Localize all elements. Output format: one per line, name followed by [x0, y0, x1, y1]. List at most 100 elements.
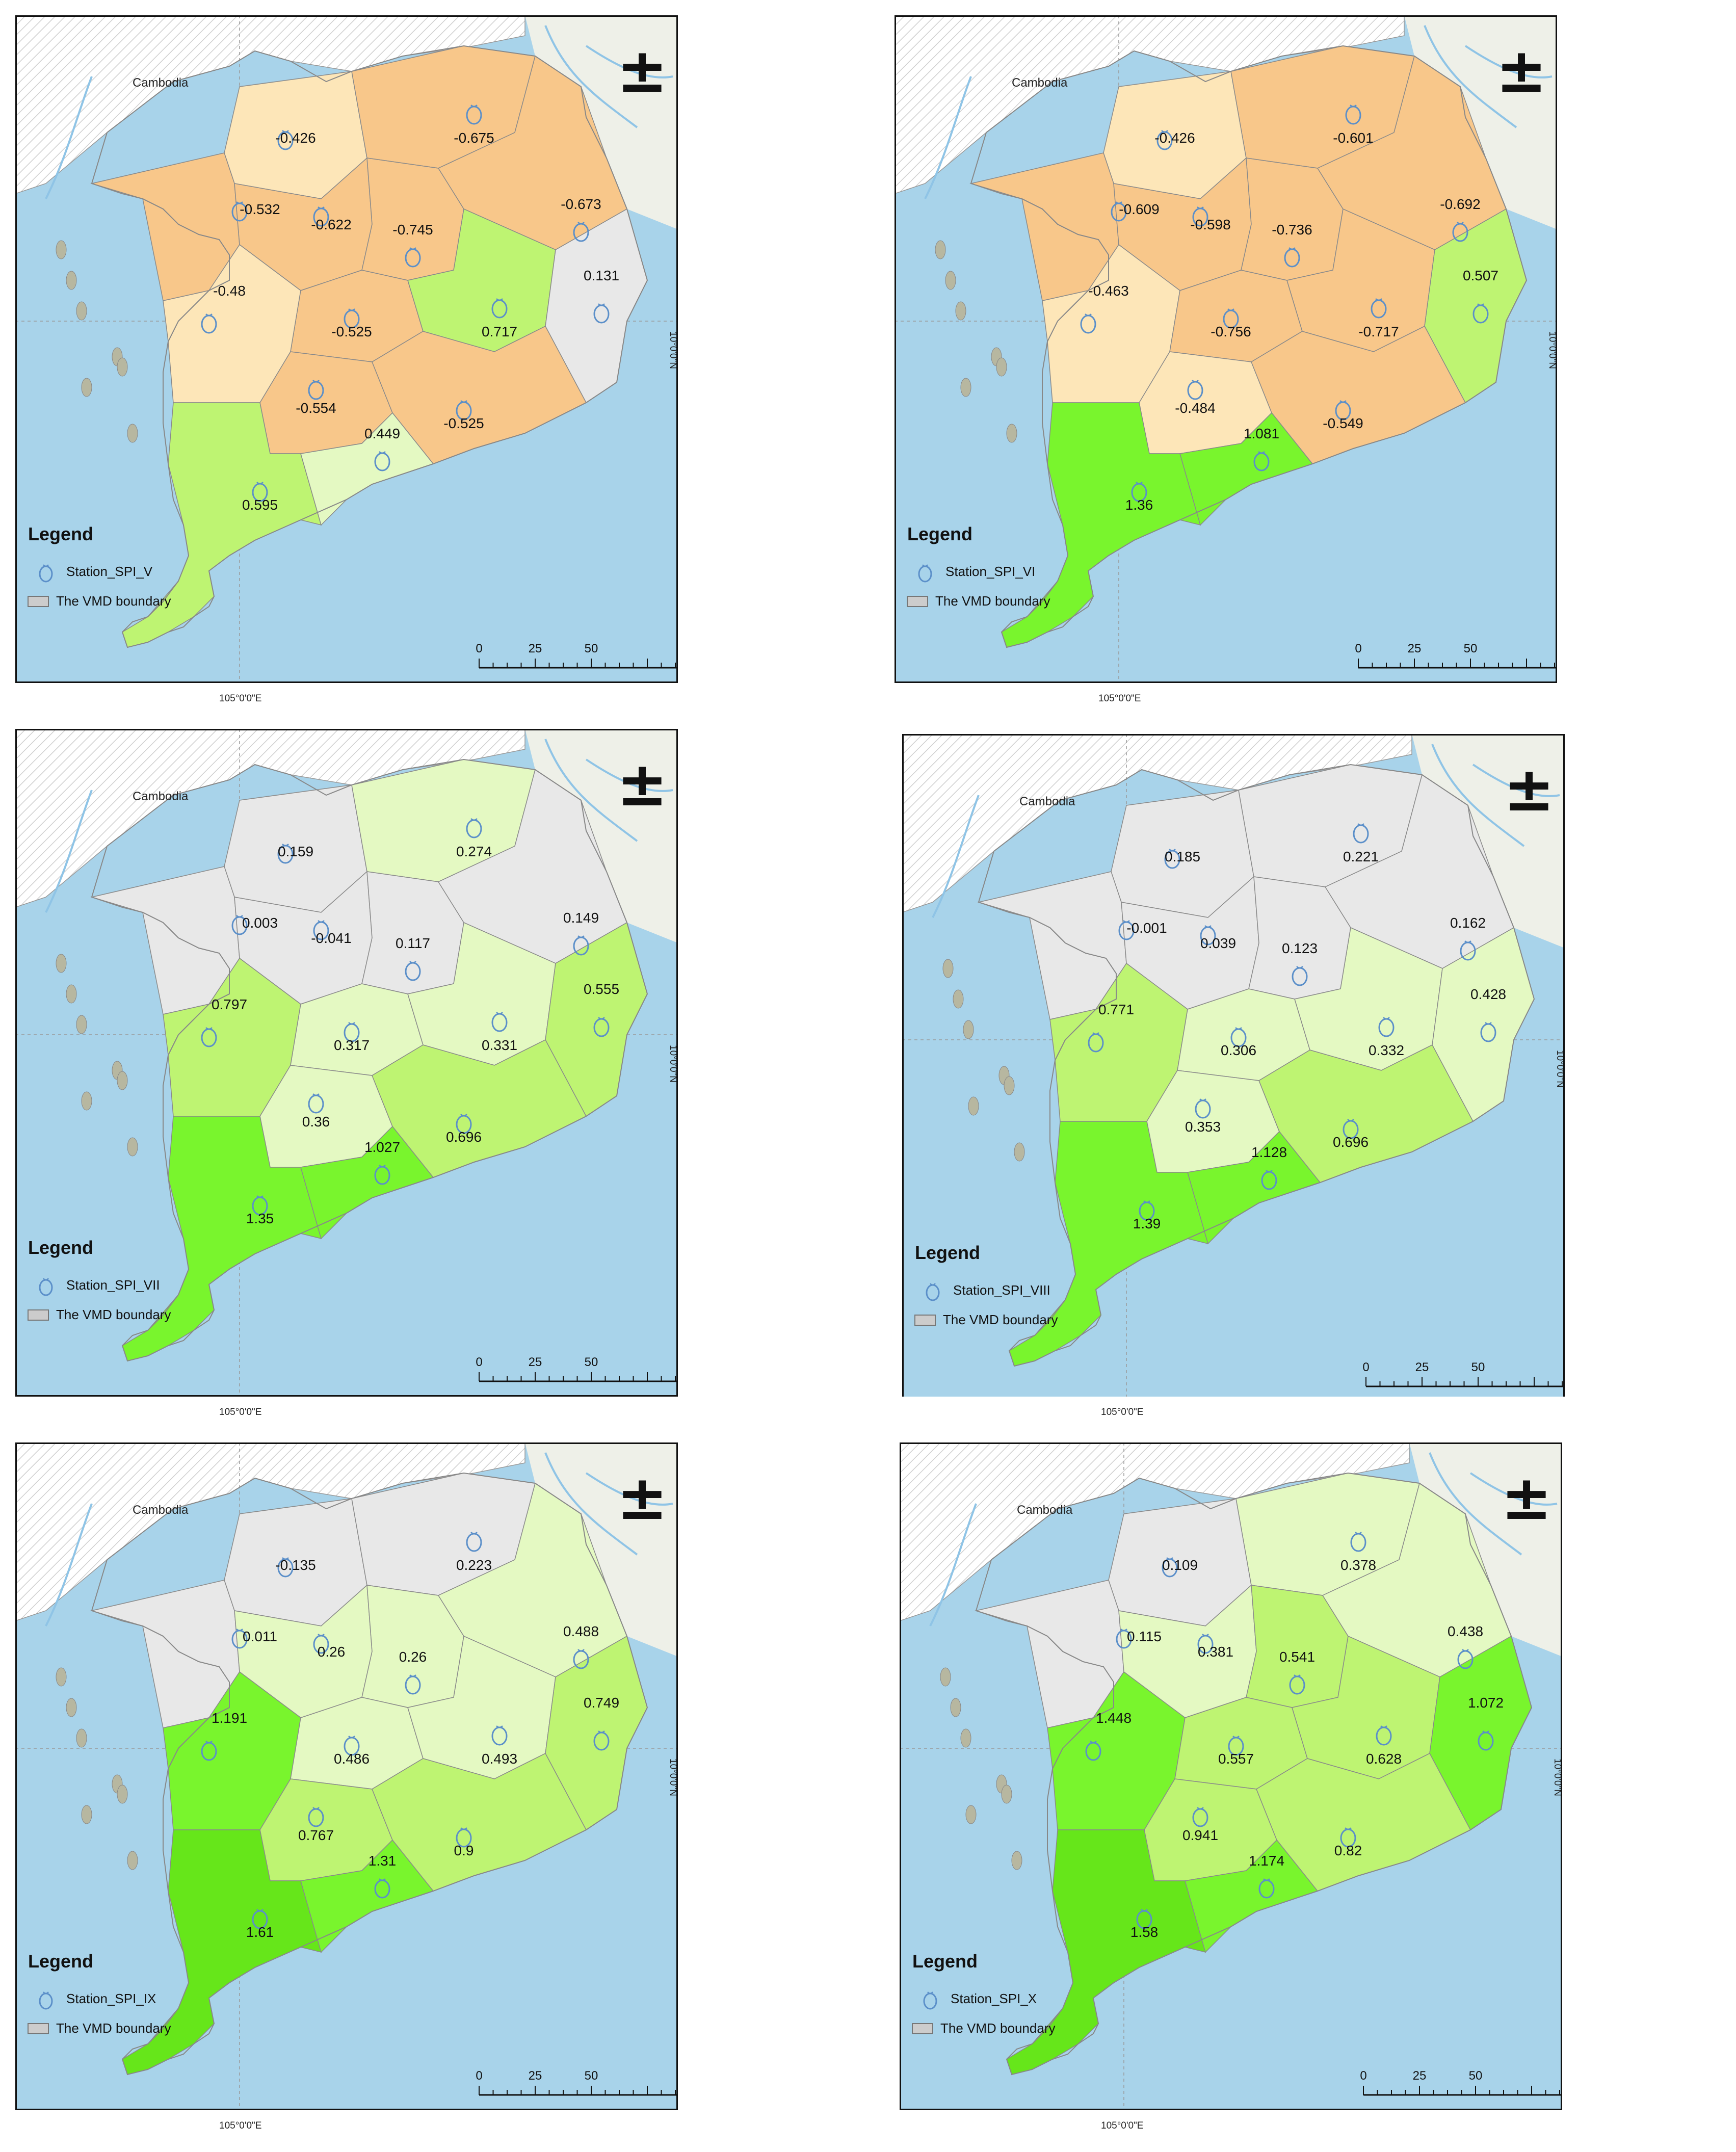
legend-boundary-swatch: [914, 1315, 936, 1326]
spi-value-label: 1.027: [364, 1139, 400, 1155]
river-lines: [45, 25, 673, 199]
latitude-label: 10°0'0"N: [1555, 1050, 1565, 1088]
station-marker-icon: [1292, 966, 1308, 986]
station-marker-icon: [1343, 1119, 1359, 1139]
spi-value-label: -0.609: [1119, 201, 1159, 217]
station-marker-icon: [277, 1557, 294, 1578]
spi-value-label: -0.598: [1190, 217, 1230, 232]
station-marker-icon: [1253, 451, 1270, 471]
scale-tick-label: 50: [1471, 1360, 1485, 1374]
spi-value-label: -0.525: [443, 415, 484, 431]
scale-tick-label: 50: [1464, 642, 1478, 655]
legend-station-icon: [39, 1278, 53, 1296]
scale-tick-label: 50: [585, 1355, 598, 1369]
spi-value-label: 0.317: [334, 1037, 370, 1053]
station-marker-icon: [313, 1634, 329, 1654]
station-marker-icon: [277, 130, 294, 150]
map-frame: [900, 1442, 1562, 2110]
vmd-boundary: [91, 758, 648, 1362]
spi-value-label: 0.555: [584, 981, 619, 997]
spi-value-label: 1.448: [1096, 1710, 1132, 1726]
map-frame: [902, 734, 1565, 1397]
island: [127, 424, 138, 443]
map-svg: 0.185 0.221 -0.001 0.039 0.123 0.162 0.771 0.30…: [902, 734, 1565, 1397]
spi-value-label: 0.696: [1333, 1134, 1369, 1150]
longitude-label: 105°0'0"E: [219, 2120, 262, 2131]
scale-bar: 02550100 Kilometers: [1362, 1360, 1565, 1387]
spi-value-label: 1.61: [246, 1924, 274, 1940]
station-marker-icon: [1192, 1807, 1208, 1827]
spi-value-label: 0.541: [1279, 1649, 1315, 1665]
map-frame: [15, 15, 678, 683]
longitude-label: 105°0'0"E: [219, 1407, 262, 1418]
island: [1011, 1851, 1022, 1870]
spi-value-label: 0.749: [584, 1695, 619, 1711]
station-marker-icon: [231, 915, 248, 935]
spi-value-label: 0.039: [1200, 935, 1236, 951]
spi-value-label: 0.332: [1369, 1042, 1404, 1058]
station-marker-icon: [1118, 920, 1135, 940]
legend-title: Legend: [915, 1242, 980, 1263]
island: [117, 1071, 128, 1090]
latitude-label: 10°0'0"N: [1547, 331, 1557, 369]
station-marker-icon: [308, 380, 324, 400]
station-marker-icon: [201, 1027, 217, 1047]
river-lines: [45, 1452, 673, 1626]
spi-value-label: 0.123: [1282, 940, 1318, 956]
station-marker-icon: [593, 1017, 610, 1037]
station-marker-icon: [1258, 1878, 1275, 1899]
legend-station-label: Station_SPI_VIII: [953, 1282, 1050, 1298]
station-marker-icon: [313, 206, 329, 227]
scale-tick-label: 0: [476, 1355, 482, 1369]
island: [117, 357, 128, 377]
scale-tick-label: 50: [1469, 2069, 1483, 2083]
island: [1006, 424, 1017, 443]
station-marker-icon: [1376, 1725, 1392, 1746]
station-marker-icon: [1111, 201, 1127, 222]
station-marker-icon: [491, 298, 508, 319]
north-arrow-icon: ±: [617, 749, 668, 820]
station-marker-icon: [1088, 1032, 1104, 1053]
station-marker-icon: [456, 400, 472, 421]
station-marker-icon: [1187, 380, 1203, 400]
legend-title: Legend: [28, 1237, 93, 1258]
north-arrow-icon: ±: [617, 1463, 668, 1534]
station-marker-icon: [573, 935, 589, 956]
station-marker-icon: [1162, 1557, 1178, 1578]
longitude-label: 105°0'0"E: [1101, 1407, 1144, 1418]
station-marker-icon: [405, 1674, 421, 1695]
island: [996, 357, 1007, 377]
country-label: Cambodia: [133, 790, 189, 803]
island: [968, 1096, 979, 1116]
station-marker-icon: [308, 1093, 324, 1114]
station-marker-icon: [456, 1114, 472, 1134]
island: [963, 1020, 974, 1039]
station-marker-icon: [1371, 298, 1387, 319]
spi-value-label: 0.109: [1162, 1557, 1198, 1573]
spi-value-label: 0.507: [1463, 268, 1498, 283]
spi-map-panel-vii: 0.159 0.274 0.003 -0.041 0.117 0.149 0.797 0.31…: [15, 729, 678, 1397]
station-marker-icon: [1116, 1629, 1132, 1649]
station-marker-icon: [231, 201, 248, 222]
island: [950, 1698, 961, 1717]
scale-bar: 02550100 Kilometers: [476, 1355, 678, 1382]
legend-station-label: Station_SPI_IX: [66, 1991, 156, 2006]
country-label: Cambodia: [133, 76, 189, 90]
island: [117, 1784, 128, 1804]
station-marker-icon: [466, 1532, 482, 1552]
station-marker-icon: [1228, 1736, 1244, 1756]
island: [1014, 1142, 1025, 1162]
station-marker-icon: [405, 247, 421, 268]
station-marker-icon: [1085, 1741, 1101, 1761]
island: [76, 1015, 87, 1034]
spi-value-label: -0.692: [1440, 196, 1480, 212]
legend-boundary-label: The VMD boundary: [56, 1307, 171, 1322]
station-marker-icon: [1335, 400, 1351, 421]
station-marker-icon: [1452, 222, 1468, 242]
station-marker-icon: [252, 482, 268, 502]
spi-value-label: 0.797: [212, 996, 247, 1012]
legend-title: Legend: [907, 523, 972, 544]
scale-tick-label: 0: [1362, 1360, 1369, 1374]
station-marker-icon: [1192, 206, 1208, 227]
map-frame: [15, 1442, 678, 2110]
